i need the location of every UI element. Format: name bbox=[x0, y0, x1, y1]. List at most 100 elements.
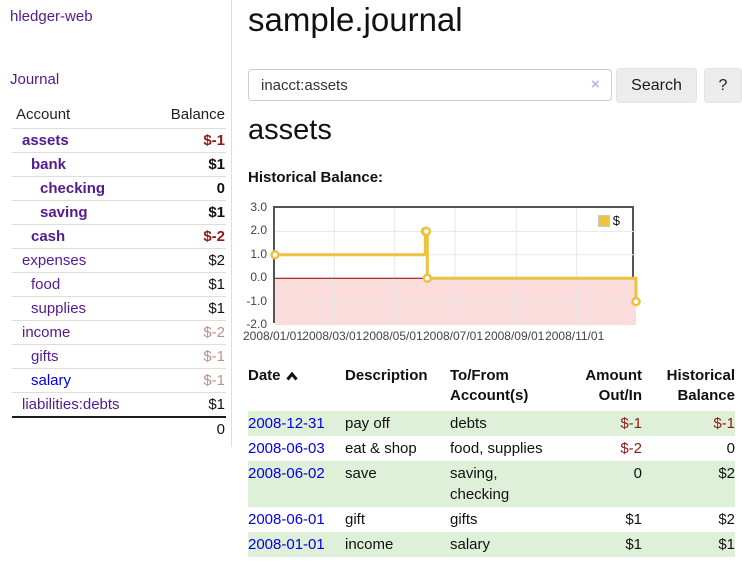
account-name-cell: income bbox=[12, 320, 151, 345]
register-header-date[interactable]: Date bbox=[248, 364, 345, 411]
y-axis-tick-label: 0.0 bbox=[250, 270, 267, 285]
account-name-cell: saving bbox=[12, 200, 151, 225]
date-cell: 2008-06-03 bbox=[248, 436, 345, 461]
account-name-cell: checking bbox=[12, 176, 151, 201]
accounts-tbody: assets $-1 bank $1 checking 0 saving $1 cash $-2 e… bbox=[12, 128, 226, 417]
account-balance: 0 bbox=[150, 176, 226, 201]
account-link[interactable]: salary bbox=[31, 372, 72, 389]
register-header-balance: Historical Balance bbox=[666, 367, 735, 404]
register-row: 2008-06-03 eat & shop food, supplies $-2 0 bbox=[248, 436, 735, 461]
historical-balance-chart: 3.0 2.0 1.0 0.0 -1.0 -2.0 $ 2008/01/01 2008/03… bbox=[243, 200, 668, 346]
accounts-cell: debts bbox=[450, 415, 487, 432]
account-row: cash $-2 bbox=[12, 224, 226, 249]
description-cell: gift bbox=[345, 511, 366, 528]
register-table: Date Description To/From Account(s) Amou… bbox=[248, 364, 735, 557]
chart-legend: $ bbox=[597, 213, 620, 228]
transaction-date-link[interactable]: 2008-06-02 bbox=[248, 465, 325, 482]
register-row: 2008-06-02 save saving, checking 0 $2 bbox=[248, 461, 735, 507]
register-row: 2008-01-01 income salary $1 $1 bbox=[248, 532, 735, 557]
account-link[interactable]: checking bbox=[40, 180, 106, 197]
account-balance: $1 bbox=[150, 152, 226, 177]
account-link[interactable]: food bbox=[31, 276, 61, 293]
x-axis-tick-label: 2008/05/01 bbox=[362, 329, 423, 343]
y-axis-tick-label: 2.0 bbox=[250, 223, 267, 238]
account-balance: $1 bbox=[150, 200, 226, 225]
search-input[interactable] bbox=[248, 69, 612, 101]
account-row: supplies $1 bbox=[12, 296, 226, 321]
description-cell: eat & shop bbox=[345, 440, 417, 457]
account-link[interactable]: expenses bbox=[22, 252, 87, 269]
register-header-row: Date Description To/From Account(s) Amou… bbox=[248, 364, 735, 411]
account-link[interactable]: cash bbox=[31, 228, 66, 245]
chart-title: Historical Balance: bbox=[248, 169, 384, 186]
account-row: saving $1 bbox=[12, 200, 226, 225]
account-link[interactable]: assets bbox=[22, 132, 69, 149]
x-axis-tick-label: 2008/03/01 bbox=[302, 329, 363, 343]
amount-cell: $-2 bbox=[620, 440, 642, 457]
balance-cell: $2 bbox=[718, 511, 735, 528]
balance-cell: 0 bbox=[726, 440, 735, 457]
chart-svg bbox=[270, 208, 641, 325]
account-name-cell: gifts bbox=[12, 344, 151, 369]
account-balance: $1 bbox=[150, 272, 226, 297]
account-heading: assets bbox=[248, 114, 332, 146]
app-brand-link[interactable]: hledger-web bbox=[10, 8, 93, 25]
description-cell: pay off bbox=[345, 415, 390, 432]
date-cell: 2008-06-02 bbox=[248, 461, 345, 507]
account-row: assets $-1 bbox=[12, 128, 226, 153]
transaction-date-link[interactable]: 2008-06-01 bbox=[248, 511, 325, 528]
account-link[interactable]: gifts bbox=[31, 348, 59, 365]
register-header-amount: Amount Out/In bbox=[585, 367, 642, 404]
register-row: 2008-12-31 pay off debts $-1 $-1 bbox=[248, 411, 735, 436]
transaction-date-link[interactable]: 2008-12-31 bbox=[248, 415, 325, 432]
transaction-date-link[interactable]: 2008-01-01 bbox=[248, 536, 325, 553]
accounts-table: Account Balance assets $-1 bank $1 checking 0… bbox=[12, 102, 226, 441]
accounts-cell: saving, checking bbox=[450, 465, 510, 503]
date-header-label: Date bbox=[248, 367, 281, 384]
register-section: Date Description To/From Account(s) Amou… bbox=[248, 364, 735, 557]
account-balance: $-1 bbox=[150, 344, 226, 369]
account-link[interactable]: saving bbox=[40, 204, 88, 221]
legend-swatch-icon bbox=[597, 214, 610, 227]
accounts-cell: gifts bbox=[450, 511, 478, 528]
balance-cell: $2 bbox=[718, 465, 735, 482]
date-cell: 2008-01-01 bbox=[248, 532, 345, 557]
account-name-cell: salary bbox=[12, 368, 151, 393]
account-balance: $1 bbox=[150, 392, 226, 417]
accounts-total-row: 0 bbox=[12, 416, 226, 441]
amount-cell: $1 bbox=[625, 536, 642, 553]
account-row: checking 0 bbox=[12, 176, 226, 201]
register-tbody: 2008-12-31 pay off debts $-1 $-1 2008-06-03 ea… bbox=[248, 411, 735, 557]
description-cell: save bbox=[345, 465, 377, 482]
account-balance: $2 bbox=[150, 248, 226, 273]
account-row: food $1 bbox=[12, 272, 226, 297]
account-name-cell: assets bbox=[12, 128, 151, 153]
accounts-total-spacer bbox=[12, 416, 151, 441]
transaction-date-link[interactable]: 2008-06-03 bbox=[248, 440, 325, 457]
chart-ylabels: 3.0 2.0 1.0 0.0 -1.0 -2.0 bbox=[244, 200, 270, 331]
legend-label: $ bbox=[612, 213, 620, 228]
account-balance: $-2 bbox=[150, 224, 226, 249]
clear-search-icon[interactable]: × bbox=[591, 76, 600, 93]
account-row: bank $1 bbox=[12, 152, 226, 177]
help-button[interactable]: ? bbox=[704, 68, 742, 103]
sort-ascending-icon bbox=[285, 367, 298, 387]
chart-plot-area: $ bbox=[270, 206, 641, 325]
account-link[interactable]: liabilities:debts bbox=[22, 396, 120, 413]
account-link[interactable]: bank bbox=[31, 156, 67, 173]
sidebar-item-journal[interactable]: Journal bbox=[10, 71, 60, 88]
account-link[interactable]: income bbox=[22, 324, 71, 341]
y-axis-tick-label: 3.0 bbox=[250, 200, 267, 214]
x-axis-tick-label: 2008/09/01 bbox=[484, 329, 545, 343]
main-content: sample.journal × Search ? assets Histori… bbox=[243, 0, 742, 582]
page-title: sample.journal bbox=[248, 1, 463, 38]
account-name-cell: food bbox=[12, 272, 151, 297]
account-balance: $-1 bbox=[150, 368, 226, 393]
register-header-accounts: To/From Account(s) bbox=[450, 367, 529, 404]
search-button[interactable]: Search bbox=[616, 68, 697, 103]
amount-cell: $1 bbox=[625, 511, 642, 528]
date-cell: 2008-06-01 bbox=[248, 507, 345, 532]
account-row: liabilities:debts $1 bbox=[12, 392, 226, 417]
account-link[interactable]: supplies bbox=[31, 300, 87, 317]
sidebar: hledger-web Journal Account Balance asse… bbox=[0, 0, 232, 447]
